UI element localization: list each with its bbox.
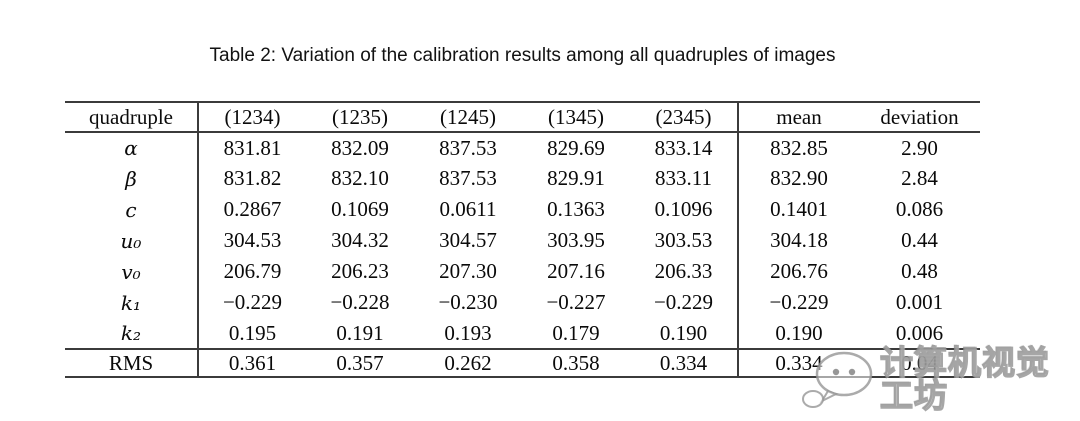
value-cell: 829.69 [547,135,605,160]
table-row-k₂: k₂ 0.195 0.191 0.193 0.179 0.190 0.190 0.006 [65,318,980,349]
value-cell: 0.262 [414,348,522,377]
column-header-1234: (1234) [198,102,306,133]
row-label: k₂ [65,318,199,349]
column-header-quadruple: quadruple [65,102,199,133]
row-label: α [65,132,199,163]
value-cell: 831.82 [223,166,282,190]
table-body: α 831.81 832.09 837.53 829.69 833.14 832.85 2.9… [65,132,980,377]
value-cell: 206.33 [630,256,739,287]
value-cell: −0.229 [630,287,739,318]
value-cell: −0.227 [546,290,606,314]
value-cell: 0.195 [228,320,277,345]
value-cell: 832.09 [331,135,389,160]
column-header-deviation: deviation [859,102,980,133]
value-cell: 206.76 [770,259,828,283]
value-cell: 0.001 [895,290,944,314]
row-label: c [65,194,199,225]
value-cell: 207.30 [439,259,497,283]
table-row-rms: RMS 0.361 0.357 0.262 0.358 0.334 0.334 0.04 [65,348,980,377]
column-header-1235: (1235) [306,102,414,133]
table-row-v₀: v₀ 206.79 206.23 207.30 207.16 206.33 206.76 0.… [65,256,980,287]
value-cell: 0.358 [522,348,630,377]
row-label: RMS [65,348,199,377]
calibration-results-table: quadruple (1234) (1235) (1245) (1345) (2345) m… [65,101,980,378]
value-cell: −0.229 [769,290,829,314]
value-cell: 304.53 [223,228,282,252]
value-cell: −0.230 [438,290,498,314]
table-row-α: α 831.81 832.09 837.53 829.69 833.14 832.85 2.9… [65,132,980,163]
value-cell: 0.48 [901,259,938,283]
value-cell: 207.16 [547,259,605,283]
table-header-row: quadruple (1234) (1235) (1245) (1345) (2345) m… [65,102,980,133]
value-cell: 303.95 [547,228,605,252]
value-cell: 0.361 [198,348,306,377]
value-cell: 0.04 [859,348,980,377]
value-cell: 0.179 [552,320,600,345]
value-cell: 0.2867 [223,197,282,221]
value-cell: 832.90 [770,166,828,190]
column-header-1245: (1245) [414,102,522,133]
value-cell: 0.44 [901,228,938,252]
value-cell: 304.57 [439,228,497,252]
value-cell: 832.85 [770,135,828,160]
value-cell: 0.334 [738,348,859,377]
value-cell: 832.10 [331,166,389,190]
value-cell: 0.086 [895,197,944,221]
value-cell: 0.334 [630,348,739,377]
row-label: v₀ [65,256,199,287]
value-cell: 0.0611 [439,197,497,221]
value-cell: 833.11 [630,163,739,194]
value-cell: 0.193 [444,320,492,345]
value-cell: 206.79 [223,259,282,283]
column-header-mean: mean [738,102,859,133]
value-cell: 0.191 [336,320,384,345]
row-label: β [65,163,199,194]
value-cell: 829.91 [547,166,605,190]
value-cell: 0.1096 [630,194,739,225]
table-caption: Table 2: Variation of the calibration re… [209,45,836,66]
table-row-β: β 831.82 832.10 837.53 829.91 833.11 832.90 2.8… [65,163,980,194]
value-cell: 303.53 [630,225,739,256]
value-cell: 0.190 [630,318,739,349]
value-cell: 831.81 [223,135,282,160]
value-cell: 304.18 [770,228,828,252]
value-cell: 0.1401 [770,197,828,221]
row-label: u₀ [65,225,199,256]
value-cell: 0.190 [775,320,823,345]
value-cell: 0.1363 [547,197,605,221]
value-cell: 0.006 [895,320,944,345]
row-label: k₁ [65,287,199,318]
value-cell: 837.53 [439,166,497,190]
column-header-1345: (1345) [522,102,630,133]
table-row-u₀: u₀ 304.53 304.32 304.57 303.95 303.53 304.18 0.… [65,225,980,256]
value-cell: 2.84 [901,166,938,190]
value-cell: 837.53 [439,135,497,160]
value-cell: 0.357 [306,348,414,377]
value-cell: 833.14 [630,132,739,163]
value-cell: 2.90 [901,135,938,160]
value-cell: −0.229 [222,290,283,314]
value-cell: −0.228 [330,290,390,314]
value-cell: 206.23 [331,259,389,283]
column-header-2345: (2345) [630,102,739,133]
table-row-k₁: k₁ −0.229 −0.228 −0.230 −0.227 −0.229 −0.229 0.… [65,287,980,318]
table-row-c: c 0.2867 0.1069 0.0611 0.1363 0.1096 0.1401 0.0… [65,194,980,225]
value-cell: 304.32 [331,228,389,252]
value-cell: 0.1069 [331,197,389,221]
